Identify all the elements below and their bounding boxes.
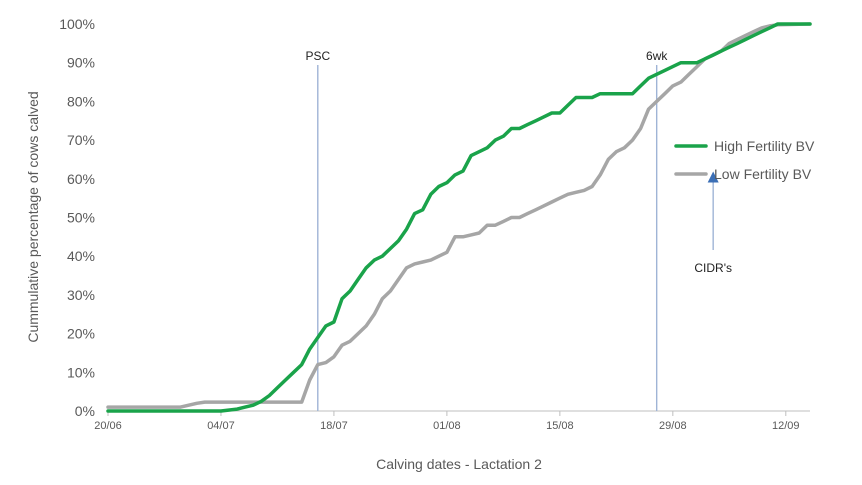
legend-label: Low Fertility BV <box>714 166 812 182</box>
y-tick-label: 100% <box>59 16 95 32</box>
x-tick-label: 04/07 <box>207 420 235 432</box>
annotation-label-psc: PSC <box>305 49 330 63</box>
y-tick-label: 10% <box>67 364 95 380</box>
x-tick-label: 12/09 <box>772 420 800 432</box>
x-axis-title: Calving dates - Lactation 2 <box>376 456 542 472</box>
legend-label: High Fertility BV <box>714 138 815 154</box>
y-tick-label: 90% <box>67 55 95 71</box>
x-tick-label: 18/07 <box>320 420 348 432</box>
x-tick-label: 29/08 <box>659 420 687 432</box>
y-tick-label: 70% <box>67 132 95 148</box>
annotation-label-6wk: 6wk <box>646 49 668 63</box>
annotation-label-cidrs: CIDR's <box>694 261 732 275</box>
y-tick-label: 0% <box>75 403 95 419</box>
series-layer <box>106 22 812 413</box>
y-axis-title: Cummulative percentage of cows calved <box>25 91 41 342</box>
x-tick-label: 20/06 <box>94 420 122 432</box>
y-tick-label: 80% <box>67 93 95 109</box>
x-tick-label: 01/08 <box>433 420 461 432</box>
annotations: PSC 6wk CIDR's <box>305 49 732 411</box>
series-line-high-fertility-bv <box>106 22 812 413</box>
series-line-low-fertility-bv <box>106 22 812 409</box>
y-axis-tick-labels: 0% 10% 20% 30% 40% 50% 60% 70% 80% 90% 100% <box>59 16 95 419</box>
y-tick-label: 50% <box>67 210 95 226</box>
legend: High Fertility BV Low Fertility BV <box>674 138 815 182</box>
x-tick-label: 15/08 <box>546 420 574 432</box>
y-tick-label: 60% <box>67 171 95 187</box>
y-tick-label: 40% <box>67 248 95 264</box>
y-tick-label: 30% <box>67 287 95 303</box>
y-tick-label: 20% <box>67 326 95 342</box>
